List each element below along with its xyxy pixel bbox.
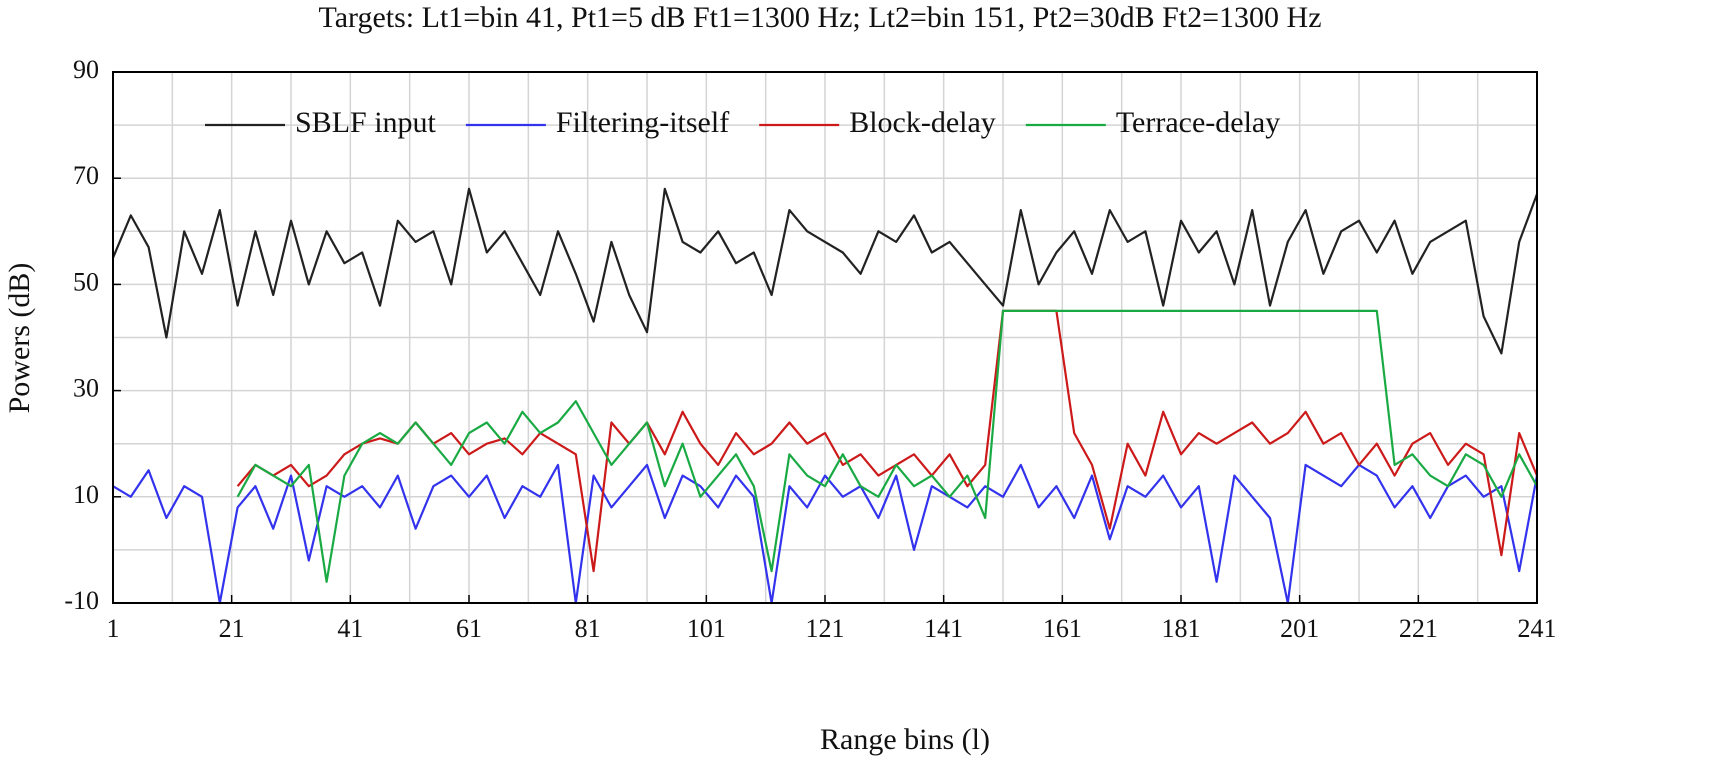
x-tick-label: 1 — [107, 614, 120, 643]
legend-label: SBLF input — [295, 106, 437, 139]
plot-frame — [112, 71, 1538, 604]
series-line — [111, 187, 1539, 355]
x-tick-label: 21 — [219, 614, 245, 643]
x-tick-label: 161 — [1043, 614, 1082, 643]
legend-label: Terrace-delay — [1116, 106, 1280, 139]
x-tick-label: 241 — [1518, 614, 1557, 643]
series-line — [236, 309, 1538, 583]
y-tick-label: -10 — [64, 586, 99, 615]
x-tick-label: 41 — [337, 614, 363, 643]
y-tick-label: 90 — [73, 55, 99, 84]
y-tick-label: 10 — [73, 480, 99, 509]
series-line — [112, 463, 1539, 605]
x-tick-label: 221 — [1399, 614, 1438, 643]
series-line — [236, 309, 1539, 573]
legend-label: Block-delay — [849, 106, 996, 139]
chart-title: Targets: Lt1=bin 41, Pt1=5 dB Ft1=1300 H… — [318, 1, 1321, 34]
y-tick-label: 50 — [73, 267, 99, 296]
y-tick-label: 30 — [73, 374, 99, 403]
y-axis-label: Powers (dB) — [3, 263, 36, 414]
legend-label: Filtering-itself — [556, 106, 729, 139]
x-axis-label: Range bins (l) — [820, 723, 990, 756]
x-tick-label: 81 — [575, 614, 601, 643]
x-tick-label: 181 — [1162, 614, 1201, 643]
x-tick-label: 141 — [924, 614, 963, 643]
x-tick-label: 101 — [687, 614, 726, 643]
x-tick-label: 201 — [1280, 614, 1319, 643]
x-tick-label: 121 — [806, 614, 845, 643]
x-tick-label: 61 — [456, 614, 482, 643]
y-tick-label: 70 — [73, 161, 99, 190]
